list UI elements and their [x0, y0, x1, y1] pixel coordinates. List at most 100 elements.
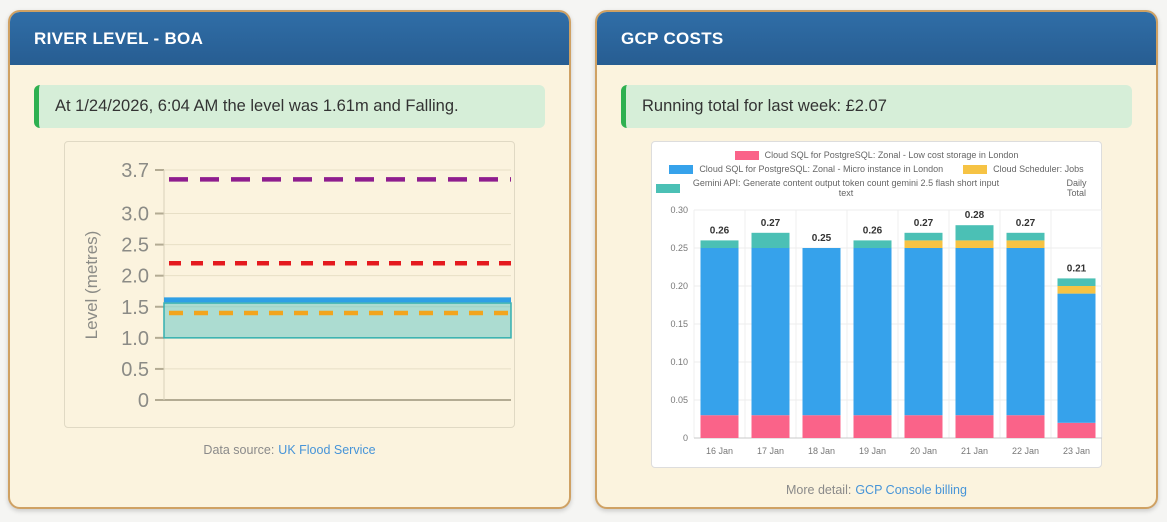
river-y-tick-label: 1.0 [121, 328, 149, 350]
legend-item[interactable]: Cloud SQL for PostgreSQL: Zonal - Micro … [669, 164, 943, 174]
uk-flood-service-link[interactable]: UK Flood Service [278, 443, 376, 457]
bar-segment [802, 248, 841, 416]
bar-segment [700, 240, 739, 248]
bar-segment [751, 248, 790, 416]
river-caption-prefix: Data source: [203, 443, 275, 457]
legend-swatch [963, 164, 988, 174]
gcp-y-tick-label: 0.20 [670, 281, 688, 291]
gcp-x-tick-label: 16 Jan [706, 446, 733, 456]
bar-segment [904, 248, 943, 416]
river-y-tick-label: 0 [138, 390, 149, 412]
gcp-y-tick-label: 0.15 [670, 319, 688, 329]
river-y-tick-label: 2.5 [121, 235, 149, 257]
bar-total-label: 0.27 [914, 218, 934, 229]
river-chart-svg: 3.7 3.0 2.5 2.0 1.5 1.0 0.5 0 Level (metres) [82, 160, 512, 412]
bar-total-label: 0.26 [710, 225, 730, 236]
legend-row: Cloud SQL for PostgreSQL: Zonal - Low co… [734, 150, 1019, 160]
river-level-card: RIVER LEVEL - BOA At 1/24/2026, 6:04 AM … [8, 10, 571, 509]
gcp-card-body: Running total for last week: £2.07 Cloud… [597, 65, 1156, 507]
gcp-x-tick-label: 22 Jan [1012, 446, 1039, 456]
gcp-chart-box: Cloud SQL for PostgreSQL: Zonal - Low co… [651, 141, 1103, 468]
bar-segment [1057, 278, 1096, 286]
bar-total-label: 0.27 [761, 218, 781, 229]
gcp-costs-card: GCP COSTS Running total for last week: £… [595, 10, 1158, 509]
river-card-body: At 1/24/2026, 6:04 AM the level was 1.61… [10, 65, 569, 507]
river-y-tick-label: 2.0 [121, 266, 149, 288]
gcp-caption-prefix: More detail: [786, 483, 852, 497]
river-caption: Data source: UK Flood Service [34, 443, 545, 457]
dashboard: RIVER LEVEL - BOA At 1/24/2026, 6:04 AM … [8, 10, 1158, 509]
gcp-chart-legend: Cloud SQL for PostgreSQL: Zonal - Low co… [656, 150, 1097, 198]
bar-total-label: 0.26 [863, 225, 883, 236]
gcp-y-tick-label: 0.10 [670, 357, 688, 367]
river-status-text: At 1/24/2026, 6:04 AM the level was 1.61… [55, 97, 459, 115]
gcp-y-tick-label: 0.30 [670, 205, 688, 215]
legend-swatch [734, 150, 759, 160]
gcp-status-alert: Running total for last week: £2.07 [621, 85, 1132, 128]
gcp-x-tick-label: 19 Jan [859, 446, 886, 456]
typical-range-band [163, 302, 512, 339]
gcp-y-tick-label: 0.05 [670, 395, 688, 405]
bar-total-label: 0.27 [1016, 218, 1036, 229]
gcp-x-tick-label: 18 Jan [808, 446, 835, 456]
bar-segment [751, 415, 790, 438]
bar-segment [904, 232, 943, 241]
bar-segment [955, 415, 994, 438]
gcp-card-header: GCP COSTS [597, 12, 1156, 65]
river-card-title: RIVER LEVEL - BOA [34, 29, 204, 48]
bar-segment [904, 415, 943, 438]
bar-segment [751, 232, 790, 248]
bar-segment [802, 415, 841, 438]
legend-label: Cloud Scheduler: Jobs [993, 164, 1084, 174]
gcp-x-tick-label: 23 Jan [1063, 446, 1090, 456]
legend-row: Gemini API: Generate content output toke… [656, 178, 1097, 198]
bar-segment [853, 240, 892, 248]
bar-segment [1006, 415, 1045, 438]
bar-segment [853, 248, 892, 416]
legend-swatch [1026, 183, 1051, 193]
bar-segment [700, 248, 739, 416]
river-y-tick-label: 0.5 [121, 359, 149, 381]
legend-label: Daily Total [1066, 178, 1087, 198]
bar-segment [1006, 232, 1045, 241]
gcp-x-tick-label: 17 Jan [757, 446, 784, 456]
bar-segment [1006, 248, 1045, 416]
bar-segment [700, 415, 739, 438]
gcp-y-tick-label: 0.25 [670, 243, 688, 253]
river-y-axis-title: Level (metres) [82, 231, 101, 340]
legend-label: Cloud SQL for PostgreSQL: Zonal - Micro … [699, 164, 944, 174]
bar-segment [955, 240, 994, 248]
gcp-x-tick-label: 20 Jan [910, 446, 937, 456]
river-y-tick-label: 3.0 [121, 204, 149, 226]
bar-segment [904, 240, 943, 248]
legend-item[interactable]: Daily Total [1026, 178, 1097, 198]
bar-segment [853, 415, 892, 438]
legend-swatch [656, 183, 680, 193]
bar-segment [1006, 240, 1045, 248]
gcp-status-text: Running total for last week: £2.07 [642, 97, 887, 115]
bar-total-label: 0.25 [812, 233, 832, 244]
bar-segment [955, 225, 994, 241]
river-card-header: RIVER LEVEL - BOA [10, 12, 569, 65]
river-chart-box: 3.7 3.0 2.5 2.0 1.5 1.0 0.5 0 Level (metres) [64, 141, 515, 428]
legend-swatch [669, 164, 694, 174]
bar-segment [1057, 293, 1096, 423]
gcp-console-billing-link[interactable]: GCP Console billing [855, 483, 967, 497]
gcp-x-tick-label: 21 Jan [961, 446, 988, 456]
bar-segment [1057, 422, 1096, 438]
bar-segment [1057, 286, 1096, 294]
legend-item[interactable]: Cloud Scheduler: Jobs [963, 164, 1084, 174]
legend-label: Cloud SQL for PostgreSQL: Zonal - Low co… [764, 150, 1019, 160]
bar-total-label: 0.21 [1067, 263, 1087, 274]
gcp-y-tick-label: 0 [683, 433, 688, 443]
river-y-tick-label: 1.5 [121, 297, 149, 319]
legend-label: Gemini API: Generate content output toke… [692, 178, 1000, 198]
legend-row: Cloud SQL for PostgreSQL: Zonal - Micro … [669, 164, 1084, 174]
gcp-chart-svg: 0.30 0.25 0.20 0.15 0.10 0.05 0 0.26 16 Jan 0.27 1… [670, 205, 1103, 456]
river-status-alert: At 1/24/2026, 6:04 AM the level was 1.61… [34, 85, 545, 128]
gcp-card-title: GCP COSTS [621, 29, 724, 48]
bar-segment [955, 248, 994, 416]
legend-item[interactable]: Cloud SQL for PostgreSQL: Zonal - Low co… [734, 150, 1019, 160]
legend-item[interactable]: Gemini API: Generate content output toke… [656, 178, 1006, 198]
river-y-tick-label: 3.7 [121, 160, 149, 182]
